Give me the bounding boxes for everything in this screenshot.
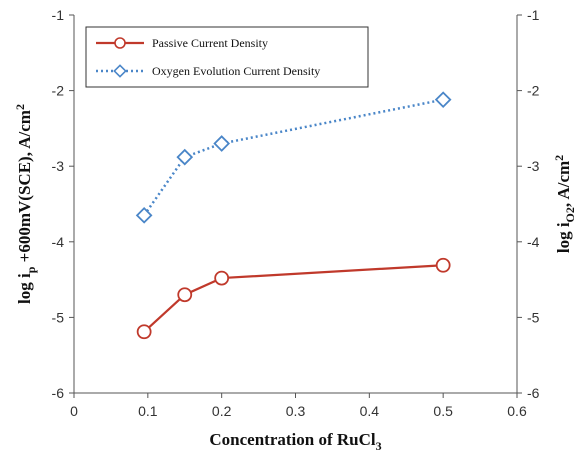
x-axis-title: Concentration of RuCl3 [209, 430, 381, 453]
y-right-title-post: , A/cm [554, 161, 573, 207]
data-point-oxygen [434, 91, 452, 109]
y-axis-right-title: log iO2, A/cm2 [552, 155, 577, 253]
series-passive [136, 257, 451, 340]
series-line-passive [143, 264, 444, 333]
y-left-title-sub: p [24, 266, 38, 273]
x-tick-label: 0.6 [507, 403, 527, 419]
legend-marker-oxygen [113, 64, 127, 78]
data-point-oxygen [213, 135, 231, 152]
y-left-title-pre: log i [15, 273, 34, 304]
x-tick-label: 0 [70, 403, 78, 419]
x-tick-label: 0.1 [138, 403, 158, 419]
data-point-passive [136, 324, 152, 340]
y-left-tick-label: -6 [52, 385, 65, 401]
data-point-passive [177, 287, 193, 303]
x-tick-label: 0.5 [433, 403, 453, 419]
x-axis-title-sub: 3 [376, 439, 382, 453]
x-tick-label: 0.4 [360, 403, 380, 419]
data-point-oxygen [176, 148, 194, 166]
legend: Passive Current Density Oxygen Evolution… [85, 26, 369, 88]
series-layer [135, 91, 452, 340]
series-line-oxygen [143, 98, 444, 217]
ticks: 0 0.1 0.2 0.3 0.4 0.5 0.6-6 -6-5 -5-4 -4-3 -3-2 -2-… [52, 7, 540, 419]
y-left-tick-label: -2 [52, 83, 65, 99]
x-tick-label: 0.2 [212, 403, 232, 419]
y-right-tick-label: -1 [527, 7, 540, 23]
legend-label-oxygen: Oxygen Evolution Current Density [152, 64, 320, 78]
y-right-tick-label: -4 [527, 234, 540, 250]
y-right-tick-label: -3 [527, 158, 540, 174]
data-point-oxygen [135, 206, 153, 224]
legend-box [85, 26, 369, 88]
y-right-tick-label: -6 [527, 385, 540, 401]
y-axis-left-title: log ip +600mV(SCE), A/cm2 [13, 104, 38, 304]
y-right-title-pre: log i [554, 222, 573, 253]
y-left-title-post: +600mV(SCE), A/cm [15, 110, 34, 267]
x-axis-title-main: Concentration of RuCl [209, 430, 375, 449]
y-left-title-sup: 2 [13, 104, 27, 110]
y-left-tick-label: -3 [52, 158, 65, 174]
data-point-passive [435, 257, 451, 273]
y-right-title-sub: O2 [563, 207, 577, 222]
x-tick-label: 0.3 [286, 403, 306, 419]
y-left-tick-label: -5 [52, 309, 65, 325]
y-left-tick-label: -1 [52, 7, 65, 23]
legend-label-passive: Passive Current Density [152, 36, 268, 50]
data-point-passive [214, 270, 230, 286]
y-right-tick-label: -5 [527, 309, 540, 325]
series-oxygen [135, 91, 452, 224]
y-right-tick-label: -2 [527, 83, 540, 99]
legend-marker-passive [114, 37, 126, 49]
y-right-title-sup: 2 [552, 155, 566, 161]
y-left-tick-label: -4 [52, 234, 65, 250]
